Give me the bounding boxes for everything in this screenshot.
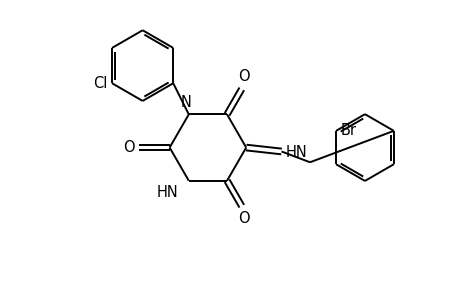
Text: O: O bbox=[237, 69, 249, 84]
Text: HN: HN bbox=[285, 145, 307, 160]
Text: Br: Br bbox=[340, 123, 356, 138]
Text: O: O bbox=[123, 140, 134, 155]
Text: Cl: Cl bbox=[93, 76, 107, 91]
Text: O: O bbox=[237, 211, 249, 226]
Text: N: N bbox=[180, 95, 191, 110]
Text: HN: HN bbox=[156, 184, 178, 200]
